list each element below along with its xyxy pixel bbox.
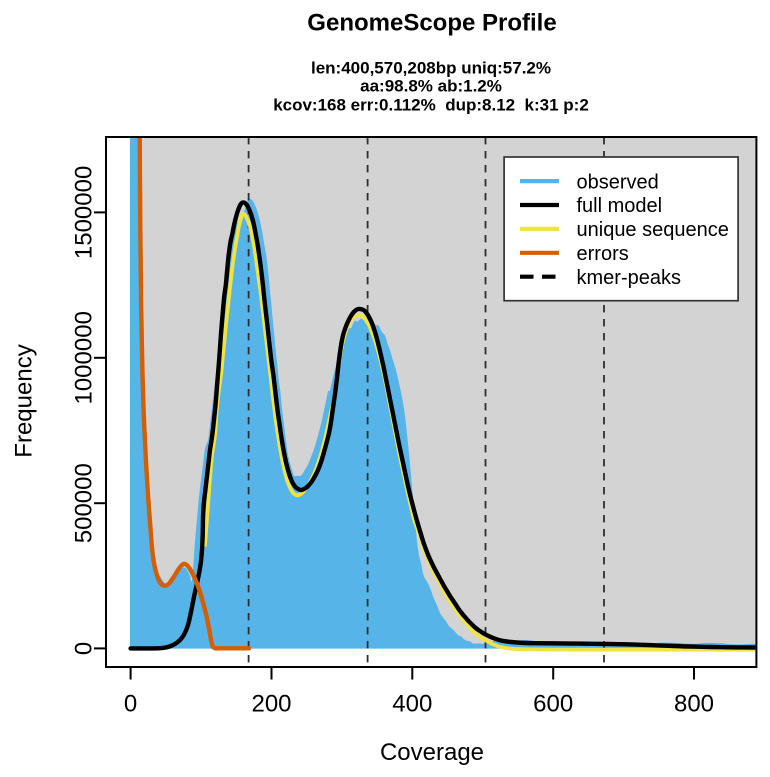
svg-text:0: 0 xyxy=(71,642,98,655)
svg-text:500000: 500000 xyxy=(71,463,98,543)
svg-text:GenomeScope Profile: GenomeScope Profile xyxy=(307,9,556,36)
svg-text:Coverage: Coverage xyxy=(380,739,484,766)
svg-text:errors: errors xyxy=(577,243,629,265)
svg-text:1500000: 1500000 xyxy=(71,166,98,259)
svg-text:kcov:168 err:0.112% dup:8.12: kcov:168 err:0.112% dup:8.12 k:31 p:2 xyxy=(273,95,589,114)
svg-text:aa:98.8% ab:1.2%: aa:98.8% ab:1.2% xyxy=(360,77,502,96)
svg-text:200: 200 xyxy=(251,691,291,718)
svg-text:len:400,570,208bp uniq:57.2%: len:400,570,208bp uniq:57.2% xyxy=(311,59,551,78)
svg-text:400: 400 xyxy=(392,691,432,718)
svg-text:600: 600 xyxy=(533,691,573,718)
svg-text:full model: full model xyxy=(577,195,663,217)
svg-text:Frequency: Frequency xyxy=(11,344,38,457)
svg-text:unique sequence: unique sequence xyxy=(577,219,729,241)
svg-text:observed: observed xyxy=(577,171,659,193)
svg-text:0: 0 xyxy=(124,691,137,718)
svg-text:kmer-peaks: kmer-peaks xyxy=(577,267,681,289)
svg-text:1000000: 1000000 xyxy=(71,311,98,404)
svg-text:800: 800 xyxy=(674,691,714,718)
